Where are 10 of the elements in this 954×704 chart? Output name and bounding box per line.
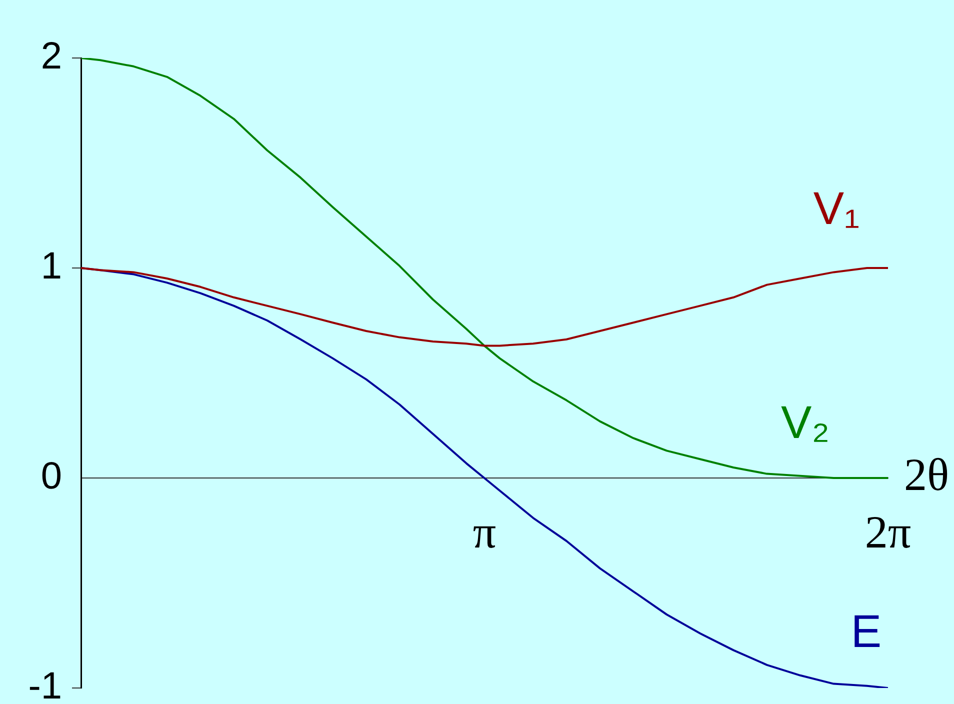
- x-tick-label: 2π: [864, 506, 912, 558]
- y-tick-label: 1: [40, 245, 62, 288]
- y-tick-label: 0: [40, 455, 62, 498]
- x-tick-label: π: [472, 506, 496, 558]
- y-tick-label: -1: [28, 665, 62, 704]
- series-label: E: [850, 605, 882, 657]
- y-tick-label: 2: [40, 35, 62, 78]
- x-axis-title: 2θ: [904, 449, 950, 500]
- series-label: V₁: [813, 182, 860, 234]
- series-label: V₂: [781, 396, 830, 448]
